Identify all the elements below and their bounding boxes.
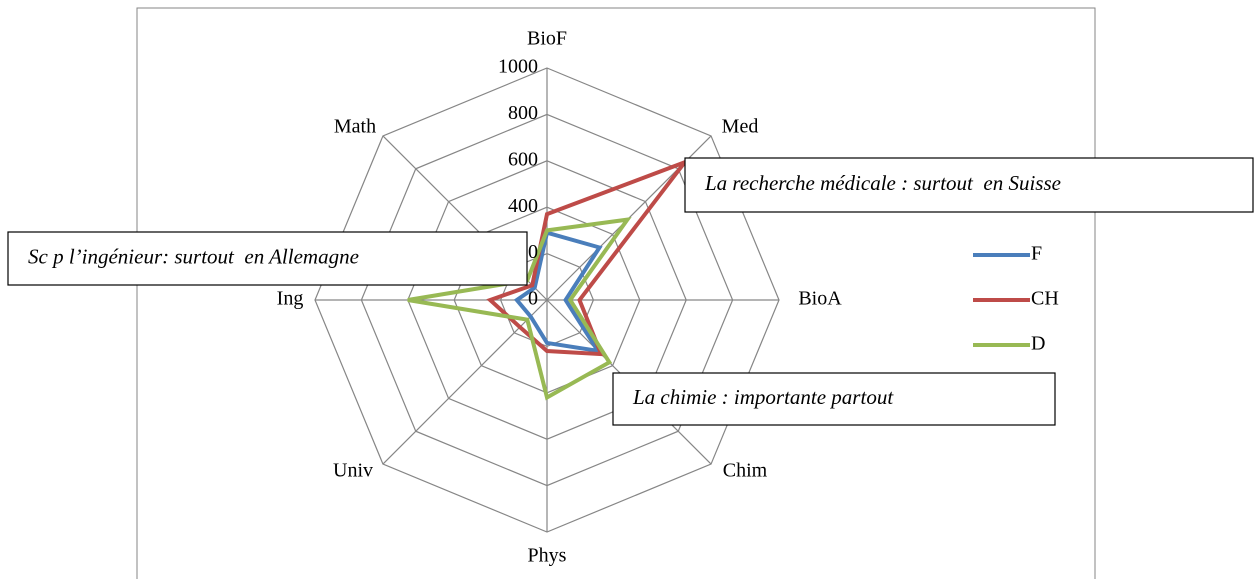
annotation: Sc p l’ingénieur: surtout en Allemagne [28,244,359,268]
r-tick-label: 800 [508,102,538,124]
category-label: BioA [798,288,842,310]
category-label: Univ [333,460,373,482]
series-line [407,217,632,401]
r-tick-label: 0 [528,288,538,310]
annotation-box [684,157,1254,213]
series-line [486,157,691,357]
r-tick-label: 600 [508,148,538,170]
r-tick-label: 1000 [498,56,538,78]
chart-frame [136,7,1096,579]
category-label: Math [334,116,376,138]
annotation-box [612,372,1056,426]
annotation: La chimie : importante partout [632,385,894,409]
legend-label: CH [1031,288,1059,310]
annotation-box [7,231,528,286]
category-label: BioF [527,28,567,50]
legend-label: D [1031,333,1045,355]
category-label: Phys [528,545,567,567]
legend-label: F [1031,243,1042,265]
category-label: Chim [723,460,768,482]
series-line [513,230,603,354]
annotation: La recherche médicale : surtout en Suiss… [704,171,1061,195]
category-label: Ing [277,288,304,310]
category-label: Med [722,116,759,138]
r-tick-label: 400 [508,195,538,217]
